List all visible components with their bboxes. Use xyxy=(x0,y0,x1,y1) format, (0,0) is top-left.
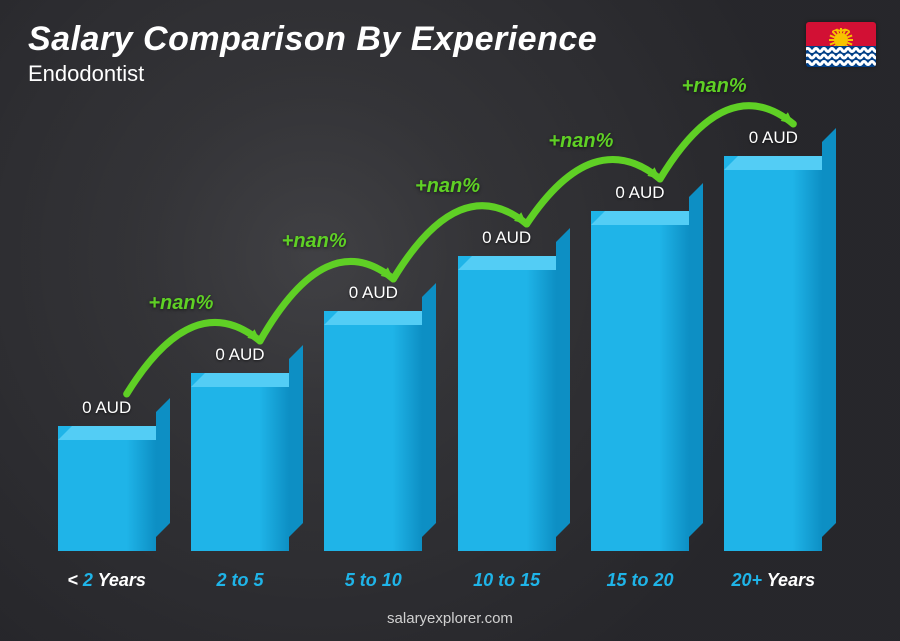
x-tick-label: < 2 Years xyxy=(40,570,173,591)
bar-slot: 0 AUD xyxy=(707,110,840,551)
bar-value-label: 0 AUD xyxy=(482,228,531,248)
x-tick-label: 15 to 20 xyxy=(573,570,706,591)
bar-value-label: 0 AUD xyxy=(749,128,798,148)
bar xyxy=(724,156,822,551)
x-axis: < 2 Years2 to 55 to 1010 to 1515 to 2020… xyxy=(40,570,840,591)
bar xyxy=(58,426,156,551)
country-flag-icon xyxy=(806,22,876,67)
chart-canvas: Salary Comparison By Experience Endodont… xyxy=(0,0,900,641)
bar-value-label: 0 AUD xyxy=(215,345,264,365)
increment-label: +nan% xyxy=(682,75,747,98)
title-block: Salary Comparison By Experience Endodont… xyxy=(28,20,597,87)
x-tick-label: 10 to 15 xyxy=(440,570,573,591)
bar-slot: 0 AUD xyxy=(440,110,573,551)
x-tick-label: 2 to 5 xyxy=(173,570,306,591)
bars-container: 0 AUD 0 AUD 0 AUD 0 AUD 0 AUD 0 AUD xyxy=(40,110,840,551)
x-tick-label: 5 to 10 xyxy=(307,570,440,591)
footer-attribution: salaryexplorer.com xyxy=(0,610,900,627)
chart-area: 0 AUD0 AUD0 AUD0 AUD0 AUD0 AUD +nan%+nan… xyxy=(40,110,840,551)
bar-slot: 0 AUD xyxy=(307,110,440,551)
chart-title: Salary Comparison By Experience xyxy=(28,20,597,59)
bar xyxy=(324,311,422,551)
bar-value-label: 0 AUD xyxy=(349,283,398,303)
chart-subtitle: Endodontist xyxy=(28,61,597,87)
bar-value-label: 0 AUD xyxy=(82,398,131,418)
bar xyxy=(591,211,689,551)
bar-slot: 0 AUD xyxy=(573,110,706,551)
bar-value-label: 0 AUD xyxy=(615,183,664,203)
bar xyxy=(191,373,289,551)
bar-slot: 0 AUD xyxy=(173,110,306,551)
x-tick-label: 20+ Years xyxy=(707,570,840,591)
bar-slot: 0 AUD xyxy=(40,110,173,551)
bar xyxy=(458,256,556,551)
